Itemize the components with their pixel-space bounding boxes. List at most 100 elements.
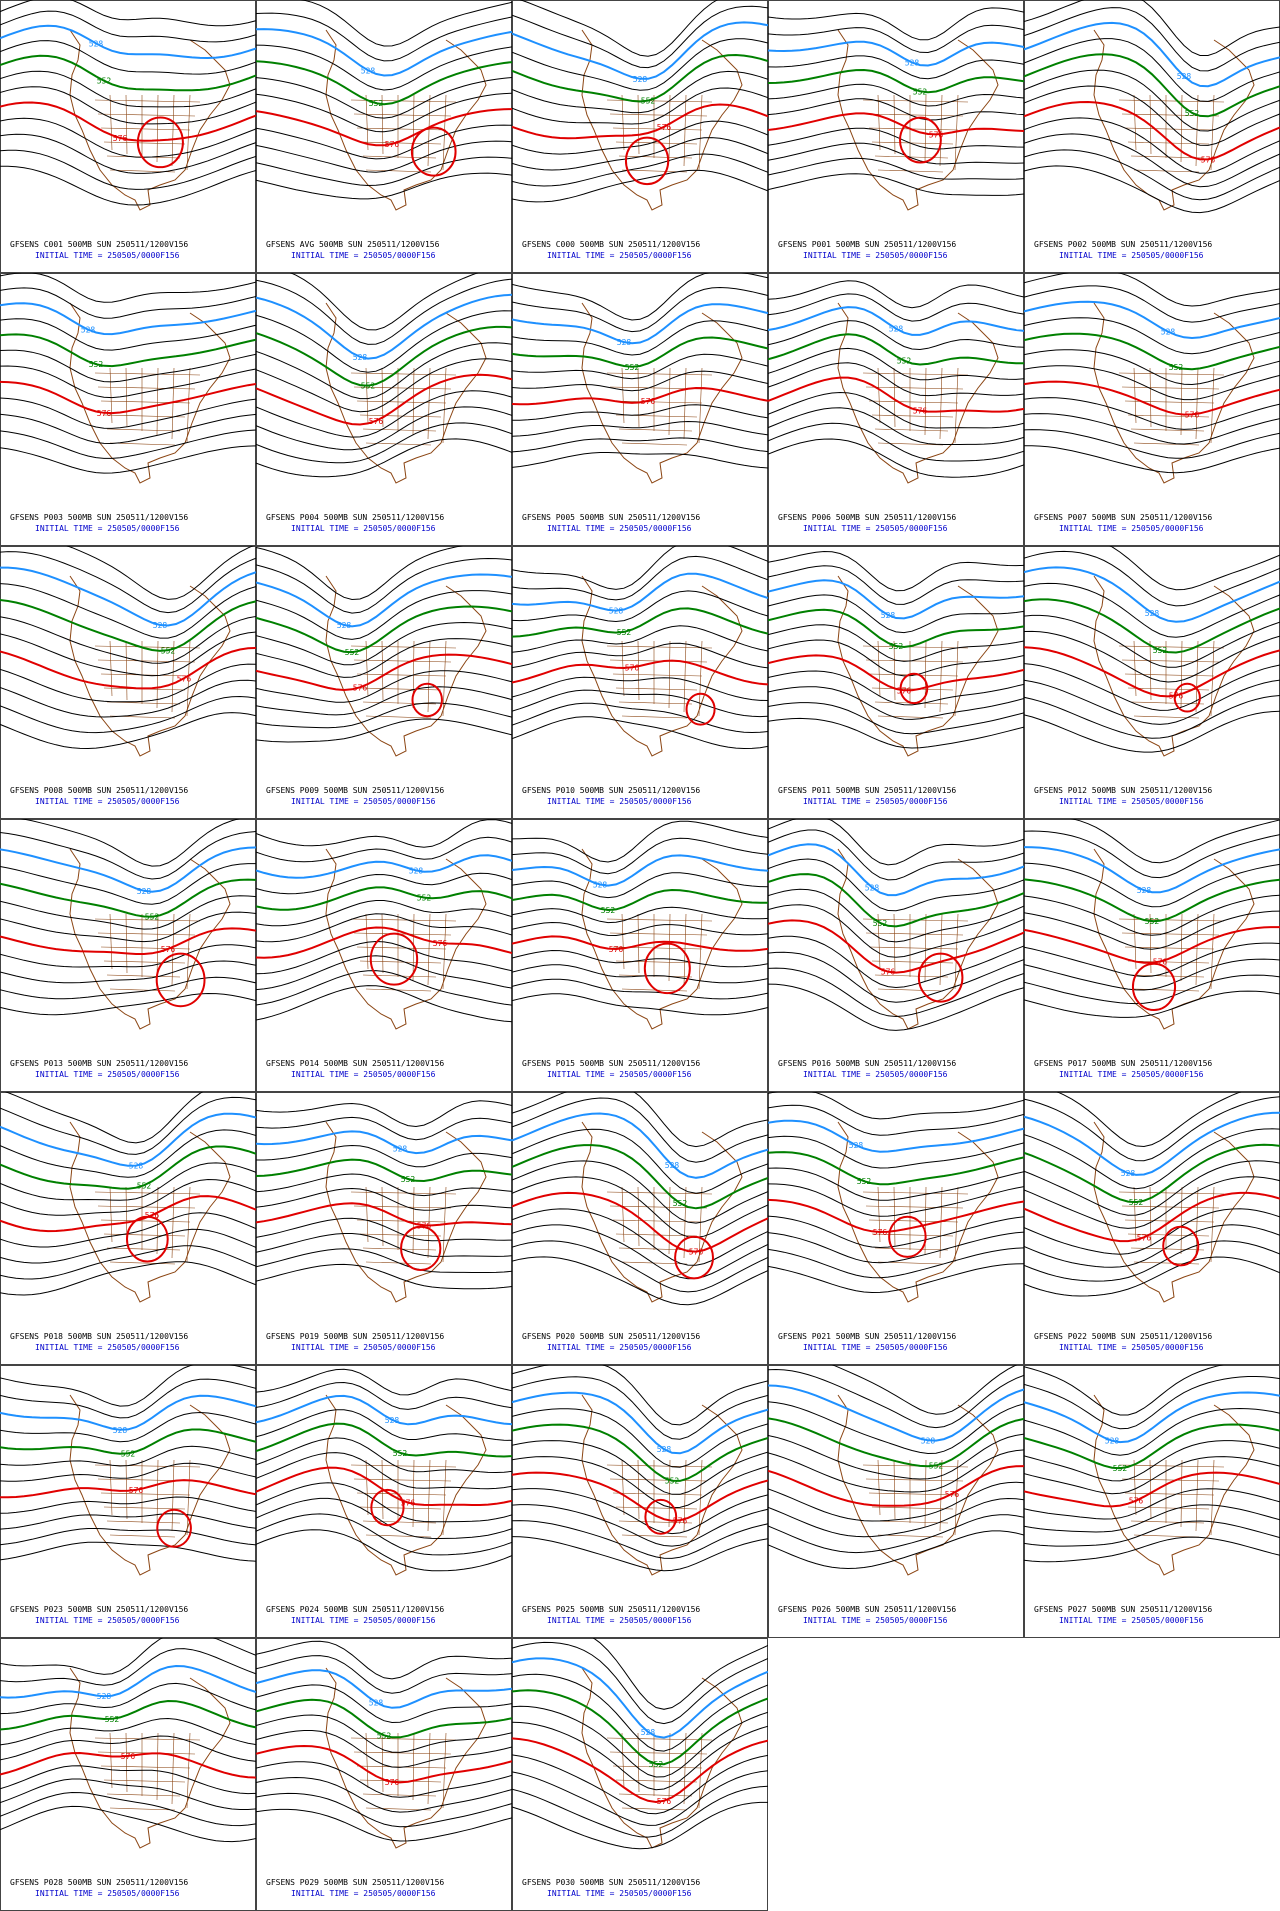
- state-border: [353, 659, 452, 663]
- height-contour: [1024, 285, 1280, 323]
- height-contour: [1024, 910, 1280, 950]
- state-border: [893, 913, 896, 974]
- coastline: [837, 302, 999, 484]
- height-contour: [256, 1381, 512, 1410]
- contour-label: 528: [865, 883, 880, 892]
- state-border: [362, 155, 437, 159]
- contour-label: 576: [1201, 155, 1216, 164]
- contour-label: 552: [889, 642, 904, 651]
- contour-label: 528: [337, 621, 352, 630]
- closed-contour: [1162, 1225, 1200, 1267]
- height-contour: [512, 978, 768, 1000]
- height-contour: [1024, 990, 1280, 1018]
- height-contour: [512, 437, 768, 453]
- height-contour: [256, 886, 512, 911]
- state-border: [893, 1186, 896, 1247]
- height-contour: [256, 940, 512, 975]
- height-contour: [1024, 1208, 1280, 1255]
- contour-label: 552: [137, 1181, 152, 1190]
- height-contour: [512, 1801, 768, 1850]
- height-contour: [0, 712, 256, 750]
- height-contour: [0, 1496, 256, 1514]
- state-border: [1180, 367, 1183, 436]
- height-contour: [768, 362, 1024, 397]
- state-border: [1210, 1186, 1215, 1263]
- height-contour: [0, 70, 256, 108]
- state-border: [356, 127, 447, 131]
- initial-time: INITIAL TIME = 250505/0000F156: [291, 251, 436, 260]
- height-contour: [519, 0, 718, 57]
- coastline: [837, 29, 999, 211]
- state-border: [924, 913, 927, 982]
- map-panel: 528 552 576 GFSENS P001 500MB SUN 250511/12…: [768, 0, 1024, 273]
- state-border: [442, 913, 447, 990]
- height-contour: [256, 373, 512, 426]
- map-panel: 528 552 576 GFSENS P002 500MB SUN 250511/12…: [1024, 0, 1280, 273]
- state-border: [637, 1732, 640, 1793]
- height-contour: [1024, 1376, 1280, 1430]
- coastline: [581, 29, 743, 211]
- state-border: [612, 1492, 703, 1496]
- height-contour: [512, 1721, 768, 1791]
- initial-time: INITIAL TIME = 250505/0000F156: [803, 1343, 948, 1352]
- state-border: [427, 913, 431, 986]
- panel-border: [0, 546, 256, 819]
- state-border: [109, 913, 113, 970]
- state-border: [356, 673, 447, 677]
- state-border: [350, 1464, 457, 1468]
- height-contour: [768, 1384, 1024, 1442]
- state-border: [356, 1219, 447, 1223]
- panel-title: GFSENS P012 500MB SUN 250511/1200V156: [1034, 786, 1212, 795]
- height-contour: [0, 927, 256, 955]
- height-contour: [512, 702, 768, 734]
- height-contour: [1024, 862, 1280, 908]
- state-border: [637, 367, 640, 428]
- state-border: [621, 1732, 625, 1789]
- height-contour: [512, 1520, 768, 1559]
- height-contour: [768, 639, 1024, 677]
- initial-time: INITIAL TIME = 250505/0000F156: [35, 797, 180, 806]
- height-contour: [1024, 1423, 1280, 1470]
- contour-label: 528: [385, 1416, 400, 1425]
- state-border: [1130, 428, 1205, 432]
- state-border: [156, 640, 159, 709]
- height-contour: [831, 1365, 1018, 1415]
- state-border: [365, 913, 369, 970]
- coastline: [581, 302, 743, 484]
- state-border: [939, 913, 943, 986]
- height-contour: [256, 854, 512, 879]
- state-border: [356, 946, 447, 950]
- height-contour: [256, 108, 512, 147]
- height-contour: [1024, 1391, 1280, 1444]
- height-contour: [768, 1449, 1024, 1493]
- height-contour: [1024, 273, 1280, 307]
- contour-label: 552: [857, 1177, 872, 1186]
- contour-label: 576: [353, 683, 368, 692]
- height-contour: [256, 278, 512, 345]
- state-border: [171, 913, 175, 986]
- height-contour: [0, 165, 256, 206]
- height-contour: [1024, 380, 1280, 416]
- state-border: [353, 1478, 452, 1482]
- state-border: [362, 1793, 437, 1797]
- height-contour: [768, 68, 1024, 94]
- height-contour: [256, 1730, 512, 1768]
- state-border: [862, 918, 969, 922]
- panel-border: [0, 819, 256, 1092]
- state-border: [668, 1186, 671, 1255]
- initial-time: INITIAL TIME = 250505/0000F156: [803, 524, 948, 533]
- state-border: [442, 94, 447, 171]
- state-border: [1133, 1459, 1137, 1516]
- height-contour: [256, 1217, 512, 1242]
- coastline: [581, 1394, 743, 1576]
- contour-label: 552: [617, 628, 632, 637]
- state-border: [97, 1205, 196, 1209]
- height-contour: [0, 1805, 256, 1843]
- height-contour: [512, 572, 768, 612]
- height-contour: [256, 653, 512, 692]
- height-contour: [1024, 413, 1280, 445]
- height-contour: [256, 12, 512, 62]
- height-contour: [1024, 1143, 1280, 1204]
- height-contour: [256, 836, 512, 863]
- contour-label: 576: [897, 686, 912, 695]
